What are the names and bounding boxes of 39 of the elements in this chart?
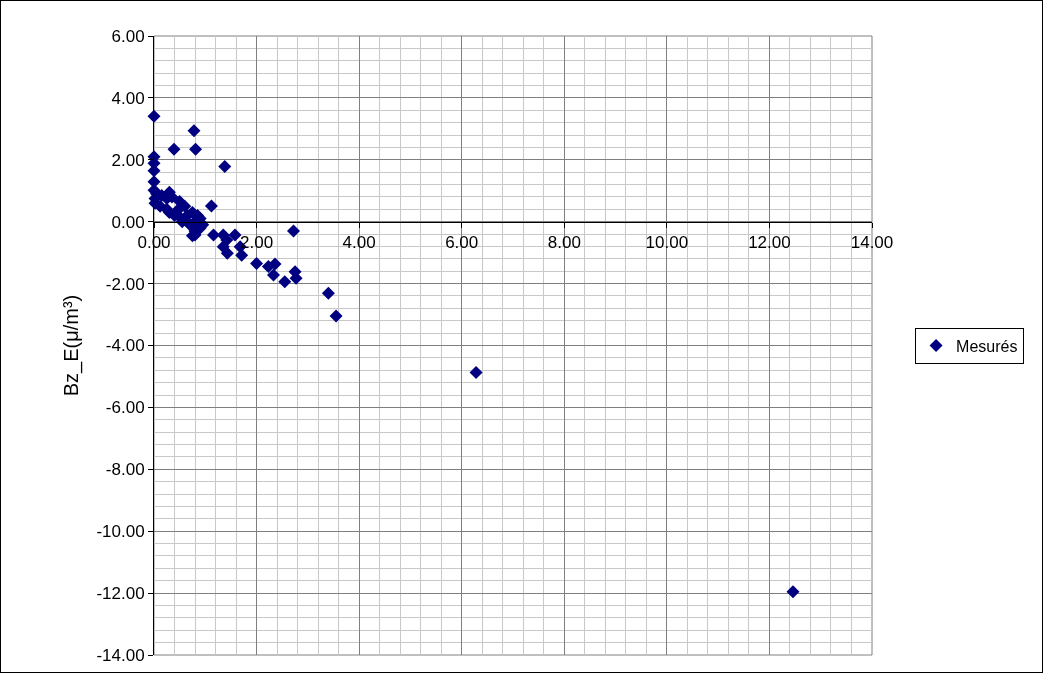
point [268, 257, 282, 271]
y-tick-label: -8.00 [105, 460, 145, 480]
point [786, 585, 800, 599]
point [220, 246, 234, 260]
y-tick-label: -10.00 [96, 522, 145, 542]
point [278, 275, 292, 289]
x-tick-label: 12.00 [748, 233, 791, 253]
point [287, 224, 300, 238]
x-tick-label: 6.00 [445, 233, 479, 253]
point [267, 268, 280, 282]
point [329, 309, 343, 323]
point [228, 228, 242, 242]
point [189, 142, 203, 156]
y-tick-label: 6.00 [111, 26, 145, 46]
x-tick-label: 2.00 [240, 233, 274, 253]
point [167, 142, 181, 156]
x-tick-label: 10.00 [645, 233, 689, 253]
point [206, 228, 220, 242]
y-tick-label: 4.00 [111, 88, 145, 108]
x-tick-label: 4.00 [342, 233, 376, 253]
x-tick-label: 8.00 [547, 233, 581, 253]
y-axis-title: Bz_E(μ/m³) [59, 294, 83, 397]
point [178, 199, 192, 213]
x-tick-label: 14.00 [850, 233, 894, 253]
y-tick-label: 2.00 [111, 150, 145, 170]
point [204, 199, 218, 213]
point [469, 365, 483, 379]
y-tick-label: -14.00 [96, 645, 145, 665]
legend-label: Mesurés [956, 337, 1018, 355]
y-tick-label: -4.00 [105, 336, 145, 356]
point [250, 256, 264, 270]
point [187, 124, 201, 138]
point [321, 286, 335, 300]
y-tick-label: -2.00 [105, 274, 145, 294]
y-tick-label: 0.00 [111, 212, 145, 232]
y-tick-label: -6.00 [105, 398, 145, 418]
point [218, 160, 232, 174]
y-tick-label: -12.00 [96, 584, 145, 604]
point [235, 248, 249, 262]
